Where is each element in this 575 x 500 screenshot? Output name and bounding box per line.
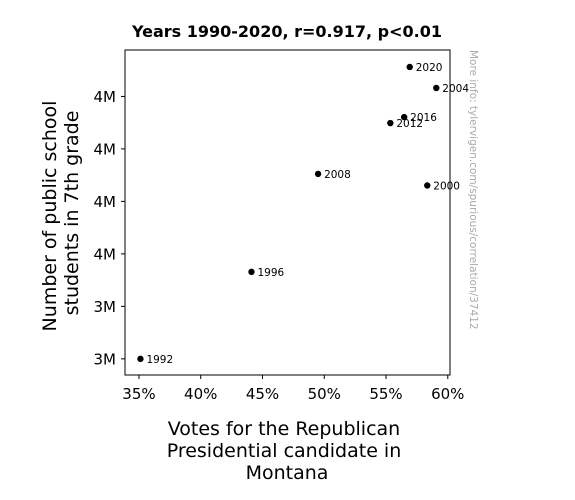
x-axis-label-line-3: Montana [246, 462, 329, 484]
y-axis-label: Number of public school students in 7th … [39, 95, 83, 332]
point-label: 2012 [396, 118, 423, 130]
y-tick-label: 3M [94, 298, 117, 316]
data-point [406, 63, 413, 71]
y-axis-label-line-2: students in 7th grade [61, 111, 83, 316]
data-point [248, 268, 255, 276]
y-tick-label: 4M [94, 88, 117, 106]
data-point [387, 119, 394, 127]
watermark-text: More info: tylervigen.com/spurious/corre… [467, 50, 479, 330]
point-label: 1996 [257, 267, 284, 279]
point-label: 2020 [416, 62, 443, 74]
y-tick-label: 4M [94, 140, 117, 158]
data-point [424, 182, 431, 189]
point-label: 2008 [324, 169, 351, 181]
x-tick-label: 35% [122, 385, 155, 403]
data-point [433, 84, 440, 92]
data-point [137, 355, 144, 363]
plot-area: 35% 40% 45% 50% 55% 60% 3M 3M 4M 4M 4M 4M 1992 1996 20… [94, 49, 469, 403]
data-point [400, 113, 408, 121]
chart-title: Years 1990-2020, r=0.917, p<0.01 [131, 22, 442, 41]
x-tick-label: 50% [308, 385, 341, 403]
data-point [314, 170, 322, 178]
y-axis-label-line-1: Number of public school [39, 101, 61, 332]
x-tick-label: 40% [184, 385, 217, 403]
x-tick-label: 55% [369, 385, 402, 403]
y-tick-label: 4M [94, 193, 117, 211]
point-label: 2004 [442, 83, 469, 95]
plot-frame [124, 49, 451, 376]
point-label: 1992 [146, 354, 173, 366]
point-label: 2016 [410, 112, 437, 124]
x-tick-label: 60% [431, 385, 464, 403]
point-label: 2000 [433, 180, 460, 192]
x-axis-label: Votes for the Republican Presidential ca… [167, 418, 408, 484]
y-tick-label: 3M [94, 350, 117, 368]
x-tick-label: 45% [246, 385, 279, 403]
y-tick-label: 4M [94, 245, 117, 263]
x-axis-label-line-1: Votes for the Republican [168, 418, 401, 440]
x-axis-label-line-2: Presidential candidate in [167, 440, 402, 462]
